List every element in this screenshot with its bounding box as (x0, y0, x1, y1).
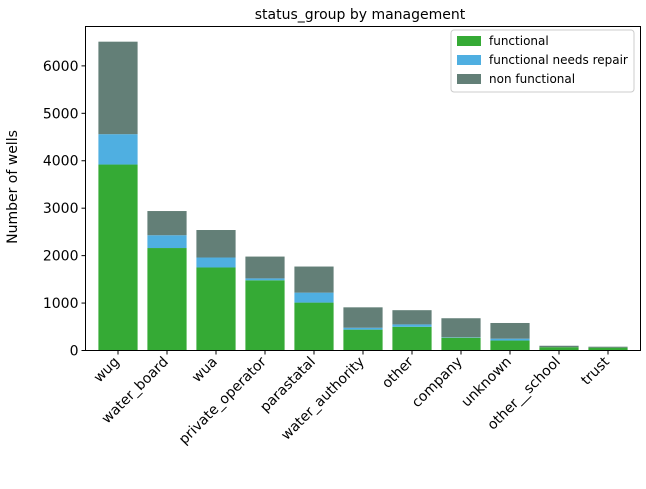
x-tick-label: water_authority (278, 354, 368, 444)
bar-unknown-series-1 (490, 338, 530, 341)
x-tick-label: wua (189, 354, 221, 386)
y-tick-label: 0 (70, 344, 79, 360)
legend-label: functional (489, 34, 549, 48)
legend-label: functional needs repair (489, 53, 628, 67)
bar-other-school-series-0 (539, 347, 579, 351)
legend-swatch (457, 74, 481, 84)
y-tick-label: 5000 (43, 106, 79, 122)
bar-water-board-series-0 (147, 248, 187, 351)
bars-layer (98, 41, 628, 351)
bar-other-series-0 (392, 326, 432, 351)
bar-private-operator-series-2 (245, 256, 285, 279)
bar-other-series-2 (392, 310, 432, 325)
bar-wug-series-1 (98, 134, 138, 165)
chart-title: status_group by management (255, 7, 466, 23)
bar-unknown-series-2 (490, 322, 530, 339)
bar-company-series-2 (441, 318, 481, 338)
legend-swatch (457, 36, 481, 46)
legend-swatch (457, 55, 481, 65)
bar-parastatal-series-2 (294, 266, 334, 293)
x-tick-label: trust (578, 354, 613, 389)
bar-water-authority-series-2 (343, 307, 383, 328)
y-tick-label: 1000 (43, 296, 79, 312)
bar-private-operator-series-0 (245, 280, 285, 351)
bar-wua-series-1 (196, 257, 236, 268)
x-tick-label: wug (91, 354, 123, 386)
bar-water-authority-series-0 (343, 329, 383, 351)
y-tick-label: 4000 (43, 154, 79, 170)
bar-other-school-series-2 (539, 345, 579, 348)
y-tick-label: 2000 (43, 249, 79, 265)
bar-wua-series-0 (196, 267, 236, 351)
bar-unknown-series-0 (490, 340, 530, 351)
bar-company-series-0 (441, 337, 481, 351)
bar-private-operator-series-1 (245, 278, 285, 281)
y-tick-label: 6000 (43, 59, 79, 75)
legend-label: non functional (489, 72, 575, 86)
x-tick-label: private_operator (176, 354, 270, 448)
bar-trust-series-2 (588, 346, 628, 348)
bar-water-authority-series-1 (343, 327, 383, 330)
bar-parastatal-series-1 (294, 292, 334, 303)
x-tick-label: company (409, 354, 466, 411)
legend-box (450, 29, 635, 93)
y-axis-label: Number of wells (5, 130, 21, 244)
y-axis: 0 1000 2000 3000 4000 5000 6000 (43, 59, 86, 360)
bar-wug-series-0 (98, 164, 138, 351)
bar-water-board-series-1 (147, 235, 187, 249)
bar-wug-series-2 (98, 41, 138, 135)
y-tick-label: 3000 (43, 201, 79, 217)
x-tick-label: other (379, 354, 417, 392)
bar-water-board-series-2 (147, 211, 187, 236)
bar-parastatal-series-0 (294, 302, 334, 351)
legend: functional functional needs repair non fun… (450, 29, 635, 93)
bar-wua-series-2 (196, 230, 236, 258)
bar-other-series-1 (392, 324, 432, 327)
bar-trust-series-0 (588, 347, 628, 351)
